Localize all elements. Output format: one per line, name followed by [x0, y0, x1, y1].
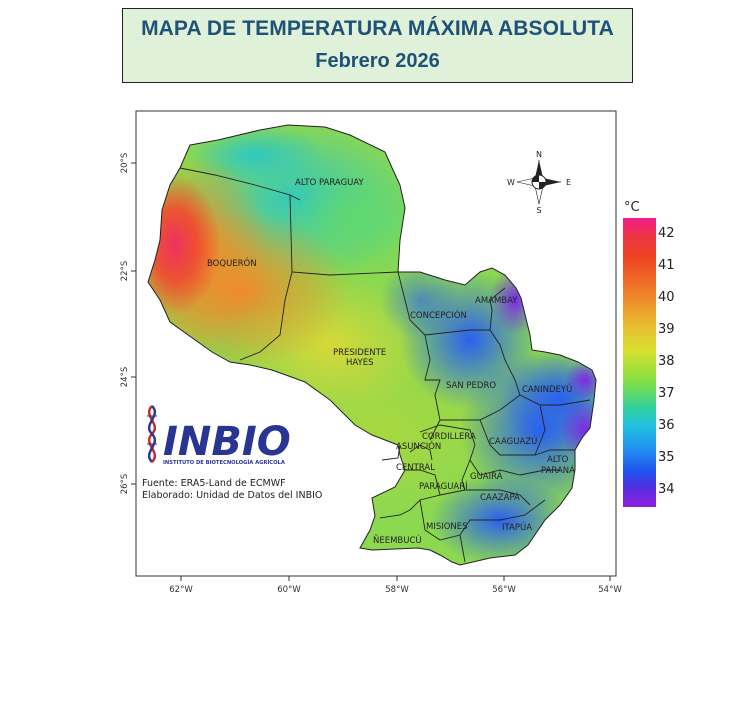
label-cordillera: CORDILLERA — [422, 432, 476, 442]
legend-tick-35: 35 — [658, 450, 675, 465]
legend-tick-37: 37 — [658, 386, 675, 401]
label-concepcion: CONCEPCIÓN — [410, 309, 467, 321]
map-subtitle: Febrero 2026 — [315, 50, 440, 72]
label-guaira: GUAIRÁ — [470, 470, 503, 482]
label-caazapa: CAAZAPÁ — [480, 491, 520, 503]
legend-tick-36: 36 — [658, 418, 675, 433]
label-central: CENTRAL — [396, 463, 435, 473]
label-boqueron: BOQUERÓN — [207, 257, 257, 269]
lon-ticks — [180, 576, 611, 581]
logo-tagline: INSTITUTO DE BIOTECNOLOGÍA AGRÍCOLA — [163, 458, 285, 466]
label-alto: ALTO — [547, 455, 569, 465]
label-neembucu: ÑEEMBUCÚ — [373, 534, 422, 546]
label-itapua: ITAPÚA — [502, 521, 532, 533]
label-alto-paraguay: ALTO PARAGUAY — [295, 178, 365, 188]
label-canindeyu: CANINDEYÚ — [522, 383, 572, 395]
lat-label-24: 24°S — [120, 367, 130, 387]
compass-n: N — [536, 150, 542, 159]
lon-label-56: 56°W — [492, 585, 516, 595]
dna-icon — [147, 405, 157, 463]
lon-label-62: 62°W — [169, 585, 193, 595]
country-outline — [147, 124, 597, 566]
compass-icon: N S E W — [507, 150, 571, 215]
lat-label-20: 20°S — [120, 153, 130, 173]
label-amambay: AMAMBAY — [475, 296, 518, 306]
label-hayes: HAYES — [346, 358, 374, 368]
logo-wordmark: INBIO — [163, 419, 291, 465]
legend-unit: °C — [624, 200, 640, 215]
title-box: MAPA DE TEMPERATURA MÁXIMA ABSOLUTA Febr… — [122, 8, 633, 83]
source-text: Fuente: ERA5-Land de ECMWF — [142, 478, 286, 489]
compass-e: E — [566, 178, 571, 187]
legend-tick-34: 34 — [658, 482, 675, 497]
lat-ticks — [131, 162, 136, 485]
inbio-logo: INBIO INSTITUTO DE BIOTECNOLOGÍA AGRÍCOL… — [147, 405, 291, 466]
label-presidente: PRESIDENTE — [333, 348, 386, 358]
legend-tick-38: 38 — [658, 354, 675, 369]
label-parana: PARANÁ — [541, 464, 575, 476]
label-paraguari: PARAGUARÍ — [419, 480, 468, 492]
label-caaguazu: CAAGUAZÚ — [489, 435, 537, 447]
department-boundaries — [179, 167, 591, 563]
legend-tick-41: 41 — [658, 258, 675, 273]
legend-colorbar — [623, 218, 656, 507]
lat-label-22: 22°S — [120, 261, 130, 281]
lon-label-58: 58°W — [385, 585, 409, 595]
legend-tick-42: 42 — [658, 226, 675, 241]
map-title: MAPA DE TEMPERATURA MÁXIMA ABSOLUTA — [141, 17, 614, 40]
lon-label-60: 60°W — [277, 585, 301, 595]
legend-tick-39: 39 — [658, 322, 675, 337]
compass-w: W — [507, 178, 515, 187]
legend-tick-40: 40 — [658, 290, 675, 305]
credit-text: Elaborado: Unidad de Datos del INBIO — [142, 490, 322, 501]
compass-s: S — [536, 206, 541, 215]
lat-label-26: 26°S — [120, 474, 130, 494]
lon-label-54: 54°W — [598, 585, 622, 595]
label-asuncion: ASUNCIÓN — [396, 440, 441, 452]
label-san-pedro: SAN PEDRO — [446, 381, 496, 391]
color-legend: °C 42 41 40 39 38 37 36 35 34 — [622, 200, 682, 520]
label-misiones: MISIONES — [426, 522, 468, 532]
